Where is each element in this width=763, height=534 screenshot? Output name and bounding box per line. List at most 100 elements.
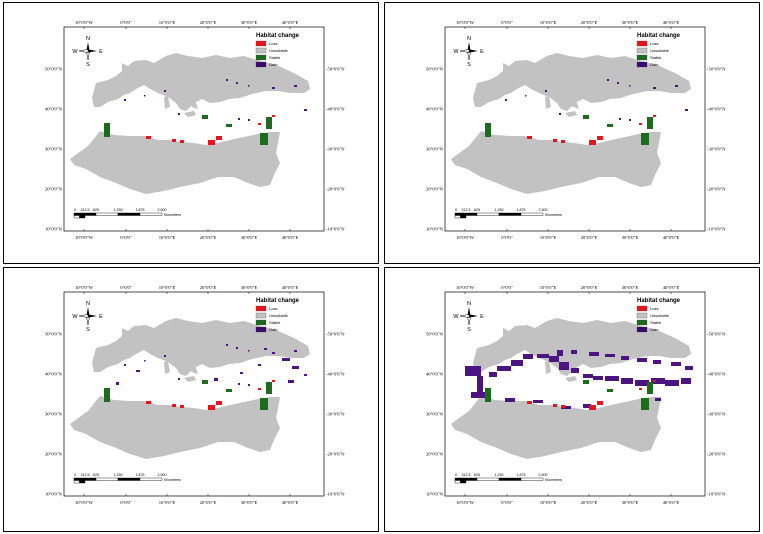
- gain-patch: [525, 95, 527, 97]
- north-arrow-up: [467, 42, 471, 51]
- longitude-label-top: 30°0'0"E: [241, 20, 258, 25]
- scale-segment: [460, 480, 467, 484]
- longitude-label-bottom: 10°0'0"E: [159, 235, 176, 240]
- map-panel-3: 10°0'0"W 10°0'0"W 0°0'0" 0°0'0" 10°0'0"E 10°0…: [3, 267, 379, 532]
- latitude-label-left: 50°0'0"N: [45, 332, 63, 337]
- gain-patch: [178, 113, 180, 115]
- stable-patch: [485, 123, 491, 137]
- longitude-label-bottom: 10°0'0"E: [540, 500, 557, 505]
- legend-label: Loss: [269, 306, 277, 311]
- compass-e: E: [480, 49, 484, 55]
- europe-land: [92, 53, 310, 111]
- legend-label: Stable: [269, 320, 281, 325]
- longitude-label-bottom: 30°0'0"E: [241, 500, 258, 505]
- gain-patch: [489, 372, 497, 377]
- north-arrow-west: [78, 49, 89, 53]
- scale-tick-label: 1,875: [517, 208, 526, 212]
- gain-patch: [685, 109, 688, 111]
- latitude-label-right: -30°0'0"N: [707, 147, 726, 152]
- compass-n: N: [467, 301, 471, 307]
- latitude-label-right: -10°0'0"N: [707, 492, 726, 497]
- legend-label: Unsuitable: [269, 48, 289, 53]
- gain-patch: [144, 95, 146, 97]
- longitude-label-bottom: 20°0'0"E: [581, 500, 598, 505]
- legend-swatch: [255, 326, 267, 333]
- gain-patch: [264, 348, 267, 350]
- latitude-label-left: 40°0'0"N: [45, 372, 63, 377]
- map-frame: [63, 291, 325, 497]
- legend-swatch: [636, 47, 648, 54]
- map-panel-1: 10°0'0"W 10°0'0"W 0°0'0" 0°0'0" 10°0'0"E 10°0…: [3, 2, 379, 264]
- gain-patch: [236, 347, 238, 349]
- africa-land: [70, 396, 280, 459]
- mediterranean-sea: [99, 88, 310, 143]
- gain-patch: [617, 82, 619, 84]
- latitude-label-left: 10°0'0"N: [426, 492, 444, 497]
- longitude-label-top: 10°0'0"E: [159, 20, 176, 25]
- longitude-label-top: 40°0'0"E: [663, 285, 680, 290]
- compass-w: W: [72, 49, 78, 55]
- gain-patch: [116, 382, 119, 385]
- latitude-label-right: -20°0'0"N: [326, 452, 345, 457]
- latitude-label-right: -50°0'0"N: [326, 332, 345, 337]
- latitude-label-right: -20°0'0"N: [707, 187, 726, 192]
- scale-tick-label: 1,875: [517, 473, 526, 477]
- scale-tick-label: 1,250: [114, 473, 123, 477]
- legend-title: Habitat change: [637, 33, 681, 39]
- scale-segment: [73, 480, 80, 484]
- longitude-label-bottom: 10°0'0"E: [159, 500, 176, 505]
- scale-tick-label: 2,500: [158, 208, 167, 212]
- stable-patch: [641, 133, 649, 145]
- scale-tick-label: 1,875: [136, 473, 145, 477]
- latitude-label-right: -50°0'0"N: [707, 67, 726, 72]
- gain-patch: [523, 354, 533, 359]
- stable-patch: [266, 117, 272, 129]
- north-arrow-icon: [459, 42, 478, 61]
- latitude-label-left: 40°0'0"N: [426, 107, 444, 112]
- longitude-label-top: 20°0'0"E: [200, 20, 217, 25]
- gain-patch: [214, 378, 218, 381]
- stable-patch: [607, 389, 613, 392]
- longitude-label-top: 10°0'0"E: [540, 20, 557, 25]
- scale-tick-label: 0: [455, 473, 457, 477]
- europe-land: [473, 53, 691, 111]
- gain-patch: [124, 364, 126, 366]
- loss-patch: [639, 388, 642, 390]
- gain-patch: [465, 366, 481, 376]
- gain-patch: [537, 354, 549, 358]
- latitude-label-left: 20°0'0"N: [45, 452, 63, 457]
- loss-patch: [527, 401, 532, 404]
- compass-n: N: [467, 36, 471, 42]
- latitude-label-right: -50°0'0"N: [707, 332, 726, 337]
- gain-patch: [272, 352, 275, 354]
- scale-segment: [498, 477, 522, 481]
- longitude-label-top: 0°0'0": [501, 285, 513, 290]
- latitude-label-left: 10°0'0"N: [45, 227, 63, 232]
- scale-segment: [454, 212, 478, 216]
- latitude-label-left: 30°0'0"N: [426, 147, 444, 152]
- longitude-label-top: 20°0'0"E: [200, 285, 217, 290]
- longitude-label-top: 10°0'0"E: [540, 285, 557, 290]
- latitude-label-left: 10°0'0"N: [426, 227, 444, 232]
- north-arrow-west: [78, 314, 89, 318]
- gain-patch: [226, 344, 228, 346]
- gain-patch: [477, 376, 483, 394]
- sardinia-land: [164, 361, 170, 374]
- loss-patch: [180, 140, 184, 143]
- map-svg-4: 10°0'0"W 10°0'0"W 0°0'0" 0°0'0" 10°0'0"E 10°0…: [426, 285, 726, 505]
- north-arrow-icon: [78, 42, 97, 61]
- longitude-label-top: 30°0'0"E: [241, 285, 258, 290]
- longitude-label-top: 0°0'0": [120, 285, 132, 290]
- gain-patch: [571, 350, 577, 354]
- gain-patch: [226, 79, 228, 81]
- loss-patch: [553, 404, 557, 407]
- legend-swatch: [636, 40, 648, 47]
- loss-patch: [553, 139, 557, 142]
- loss-patch: [208, 405, 215, 410]
- italy-land: [164, 338, 198, 374]
- gain-patch: [637, 358, 647, 362]
- legend-swatch: [636, 305, 648, 312]
- legend-title: Habitat change: [256, 298, 300, 304]
- loss-patch: [653, 115, 656, 117]
- gain-patch: [619, 118, 621, 120]
